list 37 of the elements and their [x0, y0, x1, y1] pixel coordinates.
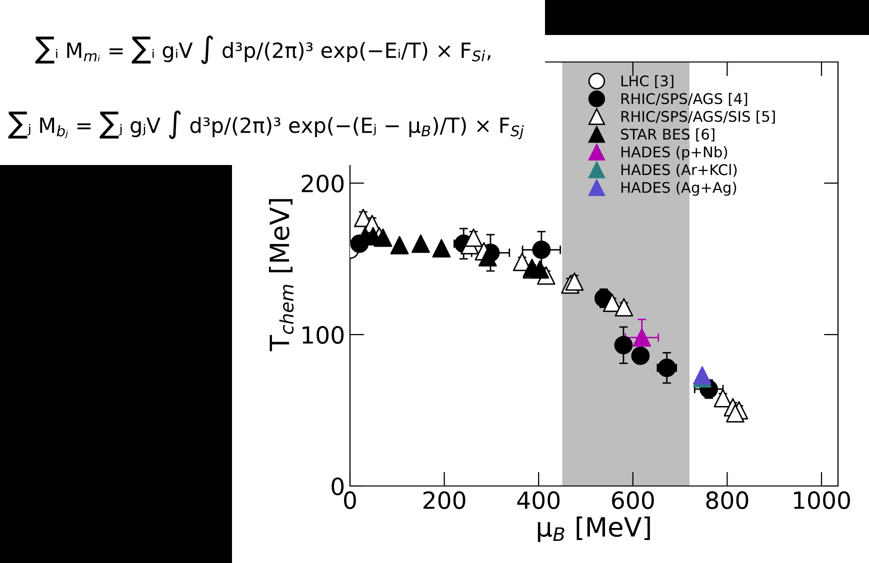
point: [374, 228, 392, 247]
point: [478, 248, 497, 267]
point: [693, 366, 712, 385]
y-tick-label: 0: [332, 477, 344, 496]
y-tick-label: 200: [302, 174, 344, 192]
point: [390, 236, 409, 254]
x-tick-label: 200: [423, 491, 466, 510]
x-tick-label: 0: [344, 491, 356, 510]
legend-label: RHIC/SPS/AGS [4]: [621, 92, 748, 106]
point: [614, 336, 633, 354]
point: [530, 260, 550, 279]
x-tick-label: 400: [517, 491, 560, 510]
point: [412, 234, 430, 253]
point: [631, 346, 650, 365]
x-tick-label: 600: [612, 491, 654, 510]
legend-label: STAR BES [6]: [621, 128, 714, 142]
y-tick-label: 100: [302, 326, 344, 344]
legend-label: HADES (Ag+Ag): [621, 182, 736, 196]
point: [632, 328, 652, 347]
legend-label: RHIC/SPS/AGS/SIS [5]: [621, 110, 775, 124]
legend-label: HADES (p+Nb): [621, 146, 728, 160]
point: [658, 358, 676, 378]
annotation: ∑ⱼ M$_{bⱼ}$ = ∑ⱼ gⱼV ∫ d³p/(2π)³ exp(−(Eⱼ − μ$_{B}$)/T) × F$_{Sj}$: [8, 110, 524, 140]
point: [532, 240, 551, 259]
point: [565, 272, 584, 291]
point: [726, 404, 744, 423]
point: [614, 298, 634, 317]
x-tick-label: 800: [706, 491, 748, 510]
x-axis-title: μ$_{B}$ [MeV]: [538, 516, 650, 542]
point: [602, 294, 622, 312]
y-axis-title: T$_{chem}$ [MeV]: [268, 199, 294, 352]
legend-label: HADES (Ar+KCl): [621, 164, 737, 177]
annotation: ∑ᵢ M$_{mᵢ}$ = ∑ᵢ gᵢV ∫ d³p/(2π)³ exp(−Eᵢ/T) × F$_{Si}$,: [35, 36, 490, 64]
x-tick-label: 1000: [794, 491, 850, 510]
point: [432, 239, 451, 258]
legend-label: LHC [3]: [621, 75, 674, 88]
point: [464, 228, 483, 247]
